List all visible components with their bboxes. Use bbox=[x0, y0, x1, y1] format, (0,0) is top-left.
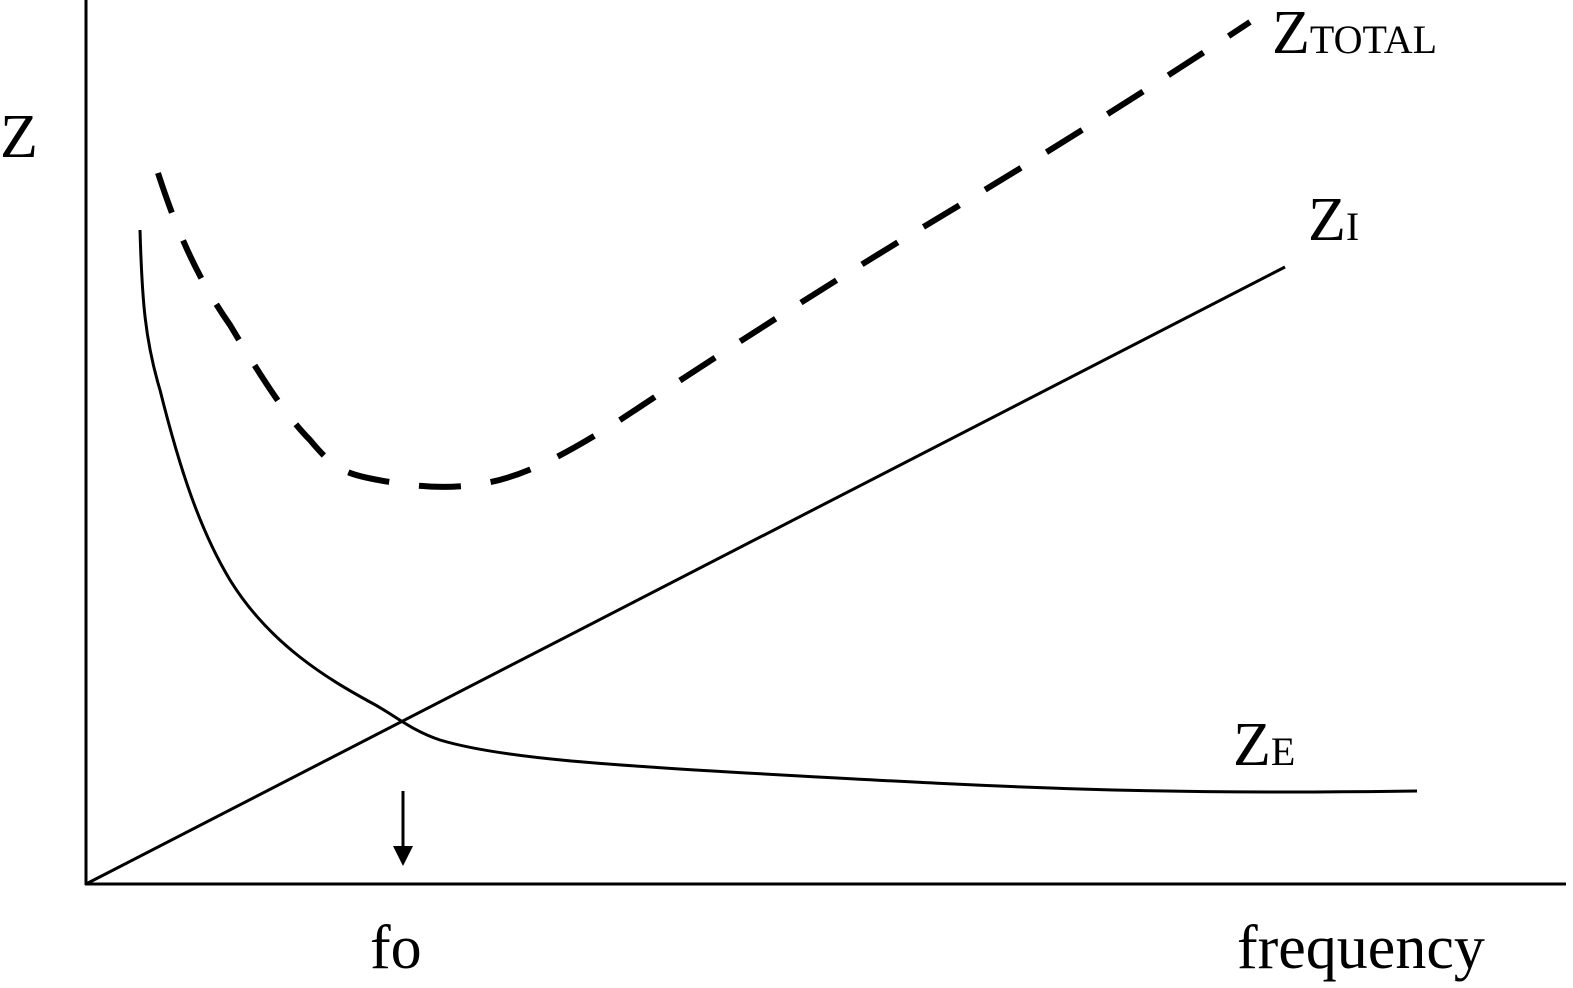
ztotal-curve bbox=[155, 19, 1252, 490]
label-main: Z bbox=[1308, 186, 1346, 254]
ztotal-label: ZTOTAL bbox=[1272, 0, 1437, 67]
label-sub: E bbox=[1271, 729, 1295, 774]
ze-label: ZE bbox=[1233, 711, 1295, 779]
label-main: Z bbox=[1233, 711, 1271, 779]
y-axis-label: Z bbox=[0, 103, 38, 171]
label-main: Z bbox=[1272, 0, 1310, 67]
ze-curve bbox=[138, 229, 1418, 794]
fo-label: fo bbox=[370, 914, 422, 982]
zi-line bbox=[85, 265, 1286, 886]
label-sub: I bbox=[1346, 204, 1359, 249]
label-sub: TOTAL bbox=[1310, 17, 1437, 62]
fo-arrowhead bbox=[393, 846, 413, 866]
x-axis-label: frequency bbox=[1237, 914, 1485, 982]
zi-label: ZI bbox=[1308, 186, 1359, 254]
